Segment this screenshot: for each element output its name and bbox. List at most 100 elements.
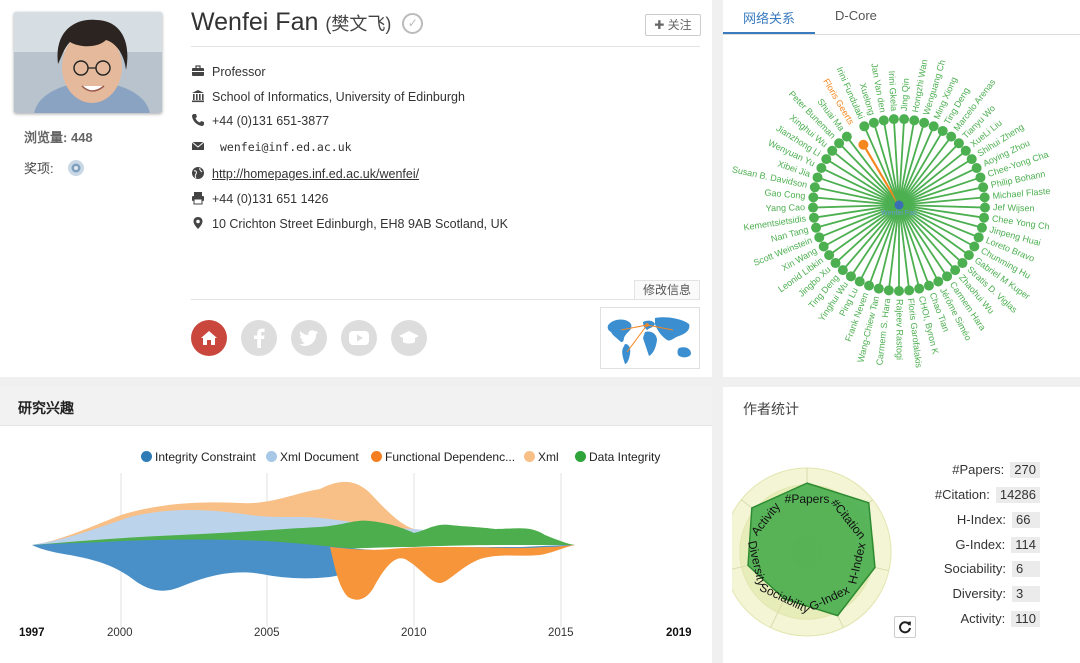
scholar-button[interactable]: [391, 320, 427, 356]
coauthor-node[interactable]: [923, 280, 934, 291]
coauthor-edge: [898, 176, 981, 206]
coauthor-node[interactable]: [975, 172, 986, 183]
coauthor-label[interactable]: Rajeev Rastogi: [895, 299, 905, 360]
coauthor-label[interactable]: Yang Cao: [766, 202, 806, 213]
coauthor-node[interactable]: [979, 202, 990, 213]
coauthor-node[interactable]: [859, 121, 870, 132]
coauthor-node[interactable]: [950, 265, 961, 276]
coauthor-node[interactable]: [914, 283, 925, 294]
coauthor-node[interactable]: [858, 139, 869, 150]
coauthor-label[interactable]: Jing Qin: [899, 78, 911, 112]
coauthor-node[interactable]: [811, 222, 822, 233]
coauthor-node[interactable]: [827, 145, 838, 156]
edit-info-button[interactable]: 修改信息: [634, 280, 700, 300]
coauthor-label[interactable]: Jef Wijsen: [993, 202, 1035, 213]
coauthor-node[interactable]: [928, 121, 939, 132]
coauthor-node[interactable]: [830, 258, 841, 269]
coauthor-label[interactable]: Irini Gkela: [887, 70, 899, 111]
coauthor-node[interactable]: [894, 286, 904, 296]
coauthor-node[interactable]: [976, 222, 987, 233]
coauthor-node[interactable]: [845, 271, 856, 282]
coauthor-node[interactable]: [818, 241, 829, 252]
twitter-button[interactable]: [291, 320, 327, 356]
coauthor-node[interactable]: [808, 202, 819, 213]
coauthor-node[interactable]: [899, 114, 910, 125]
coauthor-node[interactable]: [873, 283, 884, 294]
coauthor-node[interactable]: [808, 212, 819, 223]
coauthor-node[interactable]: [868, 117, 879, 128]
coauthor-node[interactable]: [904, 285, 915, 296]
stream-xml[interactable]: [32, 481, 575, 545]
coauthor-node[interactable]: [953, 138, 964, 149]
divider: [191, 46, 700, 47]
coauthor-node[interactable]: [854, 276, 865, 287]
coauthor-node[interactable]: [837, 265, 848, 276]
stat-g-index: G-Index: 114: [955, 537, 1040, 553]
coauthor-edge: [862, 144, 900, 206]
youtube-button[interactable]: [341, 320, 377, 356]
award-badge-icon[interactable]: [67, 159, 85, 180]
coauthor-node[interactable]: [937, 125, 948, 136]
coauthor-edge: [818, 204, 900, 239]
coauthor-edge: [813, 196, 900, 206]
profile-photo-image: [14, 12, 162, 113]
profile-panel: 浏览量: 448 奖项: Wenfei Fan (樊文飞) ✓ ✚ 关注 Pro…: [0, 0, 712, 377]
radar-chart[interactable]: #Papers#CitationH-IndexG-IndexSociabilit…: [732, 447, 932, 647]
home-icon: [201, 331, 217, 345]
home-button[interactable]: [191, 320, 227, 356]
coauthor-node[interactable]: [942, 271, 953, 282]
legend-item[interactable]: Xml: [524, 450, 559, 464]
email-text[interactable]: wenfei@inf.ed.ac.uk: [220, 140, 352, 154]
coauthor-node[interactable]: [883, 285, 894, 296]
coauthor-edge: [898, 204, 980, 239]
follow-button[interactable]: ✚ 关注: [645, 14, 701, 36]
legend-item[interactable]: Data Integrity: [575, 450, 660, 464]
coauthor-node[interactable]: [816, 163, 827, 174]
coauthor-node[interactable]: [821, 154, 832, 165]
coauthor-node[interactable]: [957, 258, 968, 269]
coauthor-node[interactable]: [966, 154, 977, 165]
refresh-button[interactable]: [894, 616, 916, 638]
coauthor-node[interactable]: [971, 163, 982, 174]
coauthor-node[interactable]: [979, 192, 990, 203]
coauthor-edge: [898, 204, 970, 256]
tab-dcore[interactable]: D-Core: [835, 8, 877, 23]
coauthor-node[interactable]: [946, 131, 957, 142]
coauthor-node[interactable]: [841, 131, 852, 142]
coauthor-node[interactable]: [973, 232, 984, 243]
legend-item[interactable]: Integrity Constraint: [141, 450, 256, 464]
coauthor-label[interactable]: Gao Cong: [764, 187, 806, 201]
coauthor-node[interactable]: [963, 250, 974, 261]
coauthor-node[interactable]: [919, 117, 930, 128]
coauthor-node[interactable]: [812, 172, 823, 183]
coauthor-node[interactable]: [888, 114, 899, 125]
coauthor-node[interactable]: [978, 182, 989, 193]
coauthor-node[interactable]: [878, 115, 889, 126]
stream-integrity-constraint[interactable]: [32, 539, 575, 591]
coauthor-label[interactable]: Michael Flaste: [992, 186, 1051, 201]
coauthor-node[interactable]: [979, 212, 990, 223]
homepage-link[interactable]: http://homepages.inf.ed.ac.uk/wenfei/: [212, 167, 420, 181]
coauthor-edge: [898, 204, 985, 209]
coauthor-node[interactable]: [834, 138, 845, 149]
world-map-thumbnail[interactable]: [600, 307, 700, 369]
center-author-node[interactable]: [894, 200, 904, 210]
legend-item[interactable]: Xml Document: [266, 450, 359, 464]
coauthor-node[interactable]: [824, 250, 835, 261]
views-counter: 浏览量: 448: [24, 127, 93, 146]
tab-network[interactable]: 网络关系: [743, 11, 796, 26]
streamgraph[interactable]: [0, 467, 712, 627]
radar-area[interactable]: [747, 482, 876, 617]
facebook-button[interactable]: [241, 320, 277, 356]
coauthor-node[interactable]: [933, 276, 944, 287]
coauthor-node[interactable]: [808, 192, 819, 203]
legend-item[interactable]: Functional Dependenc...: [371, 450, 515, 464]
stream-functional-dependency[interactable]: [330, 545, 575, 600]
coauthor-node[interactable]: [909, 115, 920, 126]
coauthor-node[interactable]: [969, 241, 980, 252]
coauthor-node[interactable]: [814, 232, 825, 243]
coauthor-node[interactable]: [809, 182, 820, 193]
coauthor-node[interactable]: [960, 145, 971, 156]
coauthor-node[interactable]: [864, 280, 875, 291]
